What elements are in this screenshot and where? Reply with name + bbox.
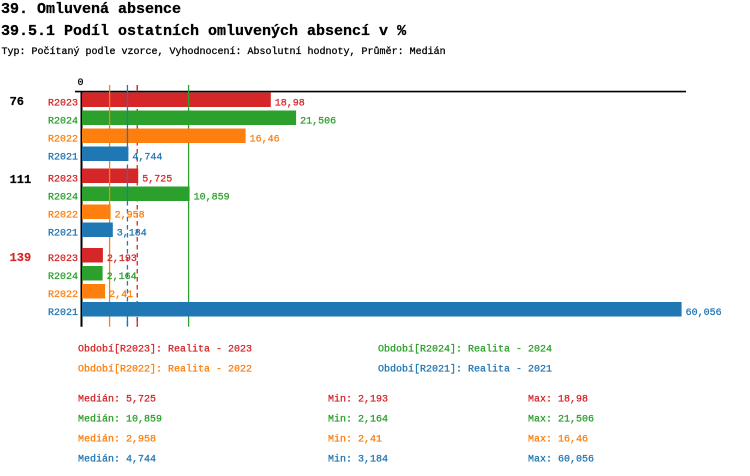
svg-text:R2022: R2022 [48, 290, 78, 301]
svg-text:139: 139 [10, 251, 32, 265]
svg-text:16,46: 16,46 [250, 134, 280, 145]
svg-text:R2024: R2024 [48, 116, 78, 127]
svg-text:Medián: 4,744: Medián: 4,744 [78, 454, 156, 466]
svg-text:R2024: R2024 [48, 192, 78, 203]
svg-text:R2022: R2022 [48, 210, 78, 221]
svg-text:Období[R2023]: Realita - 2023: Období[R2023]: Realita - 2023 [78, 343, 252, 355]
svg-text:Min: 2,164: Min: 2,164 [328, 414, 388, 426]
svg-text:R2021: R2021 [48, 228, 78, 239]
svg-text:18,98: 18,98 [275, 98, 305, 109]
svg-text:Max: 60,056: Max: 60,056 [528, 455, 594, 466]
svg-text:39.5.1 Podíl ostatních omluven: 39.5.1 Podíl ostatních omluvených absenc… [1, 23, 407, 40]
svg-text:R2023: R2023 [48, 98, 78, 109]
svg-text:Min: 2,193: Min: 2,193 [328, 394, 388, 406]
svg-text:3,184: 3,184 [117, 228, 147, 239]
svg-text:Max: 21,506: Max: 21,506 [528, 415, 594, 426]
svg-text:2,958: 2,958 [115, 210, 145, 221]
svg-text:Období[R2021]: Realita - 2021: Období[R2021]: Realita - 2021 [378, 363, 552, 375]
svg-text:2,193: 2,193 [107, 254, 137, 265]
svg-text:R2021: R2021 [48, 308, 78, 319]
svg-text:60,056: 60,056 [686, 308, 722, 319]
svg-text:Max: 16,46: Max: 16,46 [528, 435, 588, 446]
svg-text:R2023: R2023 [48, 254, 78, 265]
svg-text:76: 76 [10, 95, 24, 109]
svg-text:R2022: R2022 [48, 134, 78, 145]
svg-text:39. Omluvená absence: 39. Omluvená absence [1, 1, 181, 18]
svg-text:21,506: 21,506 [300, 116, 336, 127]
svg-text:2,164: 2,164 [107, 272, 137, 283]
svg-text:2,41: 2,41 [109, 290, 133, 301]
svg-text:Medián: 5,725: Medián: 5,725 [78, 394, 156, 406]
svg-text:Min: 2,41: Min: 2,41 [328, 434, 382, 446]
svg-text:Min: 3,184: Min: 3,184 [328, 454, 388, 466]
svg-text:111: 111 [10, 173, 32, 187]
svg-text:5,725: 5,725 [142, 174, 172, 185]
svg-text:0: 0 [77, 78, 83, 89]
svg-text:Typ: Počítaný podle vzorce, Vy: Typ: Počítaný podle vzorce, Vyhodnocení:… [2, 45, 446, 58]
svg-text:Období[R2022]: Realita - 2022: Období[R2022]: Realita - 2022 [78, 363, 252, 375]
svg-text:Max: 18,98: Max: 18,98 [528, 395, 588, 406]
svg-text:Medián: 2,958: Medián: 2,958 [78, 434, 156, 446]
svg-text:Období[R2024]: Realita - 2024: Období[R2024]: Realita - 2024 [378, 343, 552, 355]
svg-text:R2021: R2021 [48, 152, 78, 163]
svg-text:R2023: R2023 [48, 174, 78, 185]
svg-text:Medián: 10,859: Medián: 10,859 [78, 414, 162, 426]
svg-text:4,744: 4,744 [132, 152, 162, 163]
svg-text:R2024: R2024 [48, 272, 78, 283]
svg-text:10,859: 10,859 [194, 192, 230, 203]
